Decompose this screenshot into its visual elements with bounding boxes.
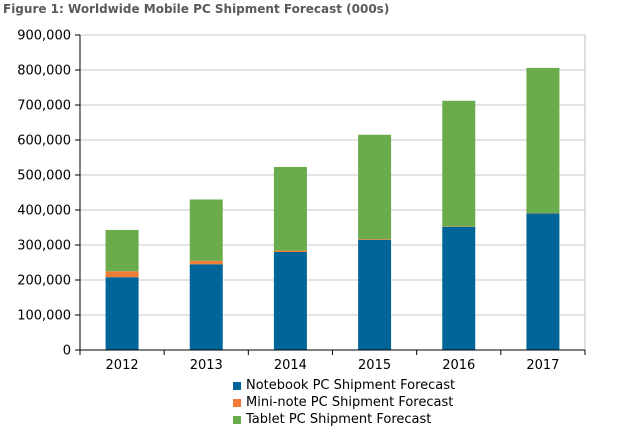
legend-swatch-mini-note [233,398,241,407]
x-tick-label: 2012 [106,358,139,373]
bar-segment [273,250,307,252]
y-tick-label: 900,000 [17,29,71,44]
bar-segment [442,226,476,350]
legend-label-mini-note: Mini-note PC Shipment Forecast [246,395,454,410]
x-tick-label: 2014 [274,358,307,373]
legend-swatch-tablet [233,415,241,424]
y-tick-label: 600,000 [17,134,71,149]
bar-segment [105,271,139,278]
x-axis-ticks: 2012 2013 2014 2015 2016 2017 [79,350,586,373]
bar-segment [358,239,392,240]
bar-segment [442,100,476,227]
gridlines [80,34,585,316]
legend-label-tablet: Tablet PC Shipment Forecast [246,412,432,427]
plot-area [79,34,586,351]
chart-title: Figure 1: Worldwide Mobile PC Shipment F… [3,2,390,16]
y-tick-label: 500,000 [17,169,71,184]
bar-segment [105,229,139,272]
y-tick-label: 400,000 [17,204,71,219]
bar-segment [358,239,392,350]
bar-segment [189,264,223,350]
bar-segment [526,67,560,214]
bar-segment [273,166,307,251]
y-tick-label: 100,000 [17,309,71,324]
x-tick-label: 2017 [526,358,559,373]
y-tick-label: 800,000 [17,64,71,79]
bar-segment [526,213,560,350]
legend-label-notebook: Notebook PC Shipment Forecast [246,378,456,393]
legend-swatch-notebook [233,381,241,390]
bar-segment [105,277,139,350]
bar-segment [273,252,307,350]
legend-item-tablet: Tablet PC Shipment Forecast [233,411,455,428]
y-tick-label: 200,000 [17,274,71,289]
y-tick-label: 700,000 [17,99,71,114]
y-tick-label: 0 [63,344,71,359]
x-tick-label: 2013 [190,358,223,373]
bar-segment [189,260,223,265]
bar-segment [358,134,392,240]
legend: Notebook PC Shipment Forecast Mini-note … [233,377,455,428]
x-tick-label: 2015 [358,358,391,373]
x-tick-label: 2016 [442,358,475,373]
y-axis-ticks: 0 100,000 200,000 300,000 400,000 500,000 600,… [17,29,80,359]
y-tick-label: 300,000 [17,239,71,254]
bars [105,67,560,350]
legend-item-notebook: Notebook PC Shipment Forecast [233,377,455,394]
legend-item-mini-note: Mini-note PC Shipment Forecast [233,394,455,411]
bar-segment [189,199,223,261]
